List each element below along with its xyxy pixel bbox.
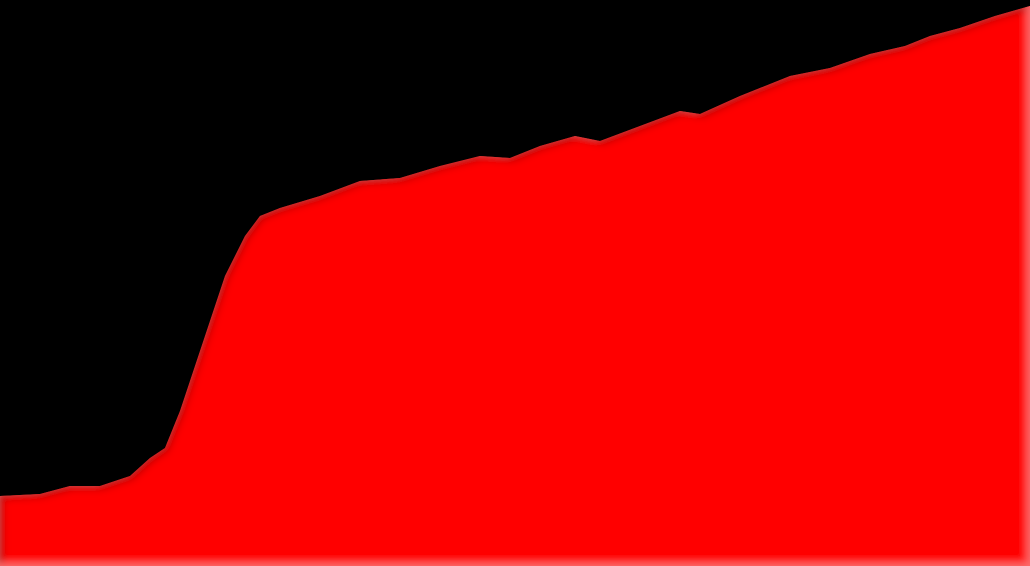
area-chart <box>0 0 1030 566</box>
chart-svg <box>0 0 1030 566</box>
